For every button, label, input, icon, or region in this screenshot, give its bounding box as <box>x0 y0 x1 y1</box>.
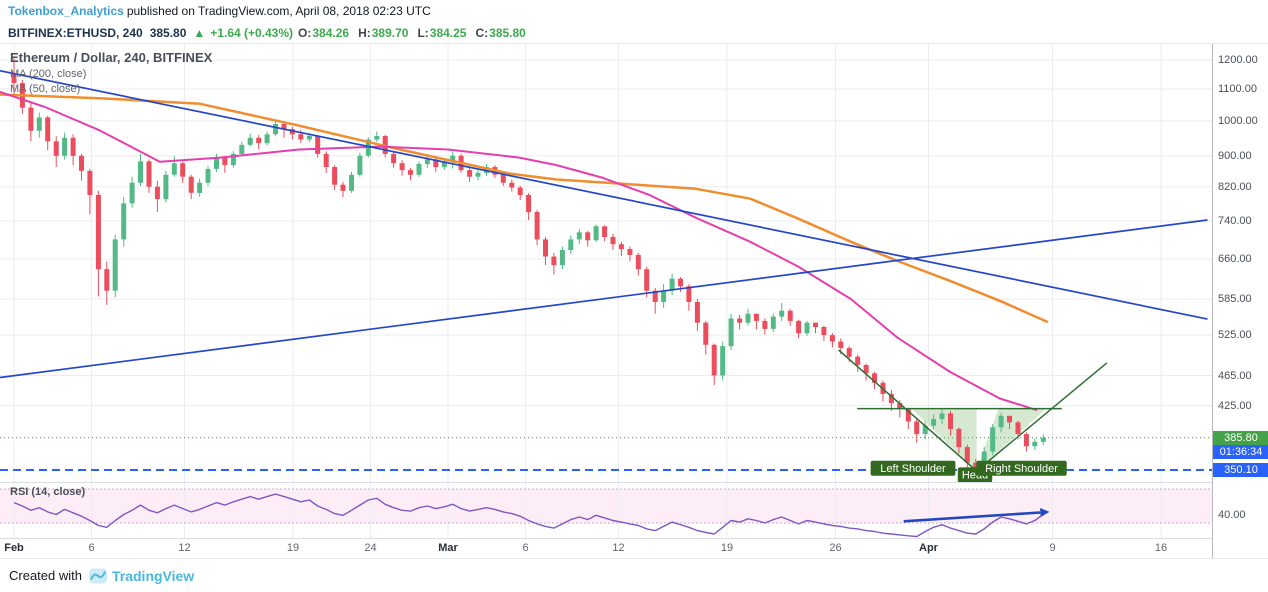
head-shoulders-lines[interactable] <box>838 349 1108 472</box>
head-shoulders-fill <box>911 408 1047 471</box>
pane-divider <box>0 482 1268 483</box>
svg-text:Right Shoulder: Right Shoulder <box>985 463 1058 475</box>
tradingview-link[interactable]: TradingView <box>111 567 195 584</box>
ohlc-label: H: <box>358 25 371 40</box>
price-tick: 820.00 <box>1218 180 1252 193</box>
time-tick: 12 <box>612 542 625 554</box>
rsi-tick: 40.00 <box>1218 508 1246 521</box>
rsi-pane-svg[interactable] <box>0 483 1212 538</box>
up-arrow-icon: ▲ <box>193 25 206 40</box>
price-tick: 1200.00 <box>1218 54 1258 66</box>
time-tick: Mar <box>438 542 458 554</box>
author-link[interactable]: Tokenbox_Analytics <box>8 4 124 18</box>
time-tick: 6 <box>88 542 95 554</box>
time-tick: 26 <box>829 542 842 554</box>
price-tick: 1000.00 <box>1218 114 1258 127</box>
ohlc-group: O: 384.26 H: 389.70 L: 384.25 C: 385.80 <box>298 26 535 40</box>
price-tick: 660.00 <box>1218 253 1252 265</box>
price-tick: 465.00 <box>1218 369 1252 382</box>
symbol-bar: BITFINEX:ETHUSD, 240 385.80 ▲ +1.64 (+0.… <box>0 22 1268 44</box>
ma200-line <box>0 93 1049 324</box>
price-tick: 585.00 <box>1218 293 1252 306</box>
trendlines-layer[interactable] <box>0 69 1208 379</box>
ohlc-value: 384.26 <box>312 25 350 40</box>
price-axis[interactable]: 1200.00 1100.00 1000.00 900.00 820.00 740.00 6… <box>1212 44 1268 558</box>
price-badge: 385.80 <box>1213 430 1268 445</box>
ma50-line <box>0 90 1038 412</box>
rsi-line <box>13 493 1044 538</box>
time-tick: 19 <box>720 542 734 554</box>
price-pane[interactable]: Left Shoulder Head Right Shoulder Ethereum… <box>0 44 1212 482</box>
price-tick: 900.00 <box>1218 149 1252 162</box>
alert-badge: 350.10 <box>1213 463 1268 477</box>
rsi-band <box>0 489 1212 523</box>
svg-text:Left Shoulder: Left Shoulder <box>880 463 946 475</box>
time-tick: Feb <box>4 542 24 554</box>
last-price: 385.80 <box>149 25 187 40</box>
change-text: +1.64 (+0.43%) <box>210 25 294 40</box>
price-tick: 425.00 <box>1218 399 1252 412</box>
rsi-trend-arrow[interactable] <box>903 508 1050 523</box>
time-axis[interactable]: Feb 6 12 19 24 Mar 6 12 19 26 Apr 9 16 <box>0 539 1212 558</box>
ohlc-value: 389.70 <box>371 25 409 40</box>
grid-layer <box>0 44 1212 482</box>
price-tick: 1100.00 <box>1218 83 1257 95</box>
ohlc-label: L: <box>417 25 429 40</box>
symbol-title: BITFINEX:ETHUSD, 240 <box>8 25 143 40</box>
chart-area: Left Shoulder Head Right Shoulder Ethereum… <box>0 44 1268 558</box>
publish-text: published on TradingView.com, April 08, … <box>126 4 431 18</box>
time-tick: 9 <box>1049 542 1056 554</box>
ohlc-value: 384.25 <box>429 25 467 40</box>
rsi-pane[interactable]: RSI (14, close) <box>0 483 1212 538</box>
created-with-text: Created with <box>9 568 82 583</box>
time-tick: Apr <box>919 542 938 554</box>
time-tick: 16 <box>1154 542 1168 554</box>
time-tick: 12 <box>178 542 191 554</box>
footer: Created with TradingView <box>0 558 1268 592</box>
publish-bar: Tokenbox_Analytics published on TradingV… <box>0 0 1268 22</box>
ohlc-label: O: <box>298 25 312 40</box>
ohlc-value: 385.80 <box>489 25 526 40</box>
price-tick: 740.00 <box>1218 214 1252 227</box>
rsi-divider <box>0 538 1268 539</box>
countdown-badge: 01:36:34 <box>1213 444 1268 459</box>
ohlc-label: C: <box>475 25 489 40</box>
price-tick: 525.00 <box>1218 329 1252 342</box>
time-tick: 6 <box>522 542 529 554</box>
tradingview-logo-icon[interactable] <box>88 567 107 585</box>
time-tick: 19 <box>286 542 300 554</box>
time-tick: 24 <box>364 542 377 554</box>
